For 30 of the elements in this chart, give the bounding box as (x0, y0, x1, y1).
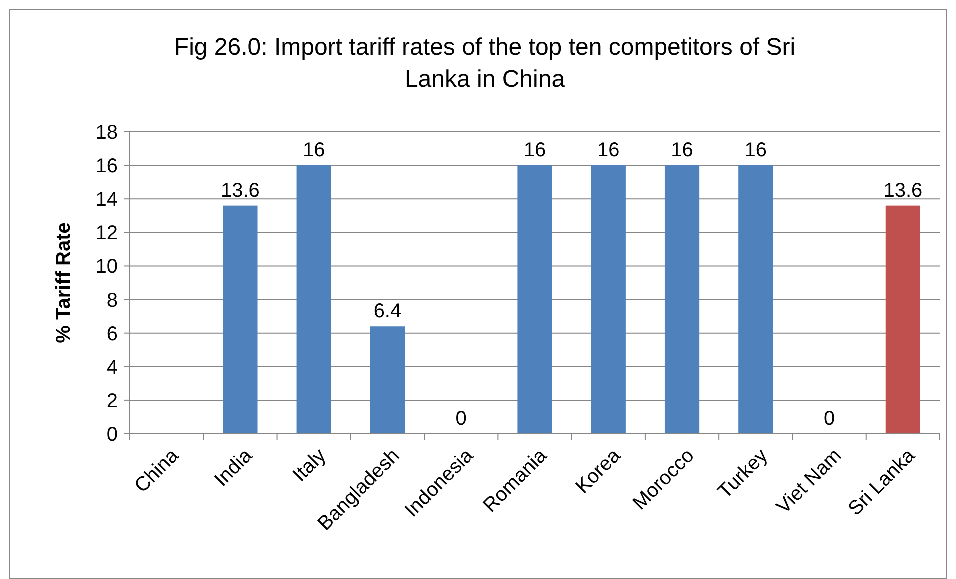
data-label: 16 (302, 140, 326, 162)
data-label: 13.6 (220, 180, 260, 202)
bar (223, 206, 258, 434)
bar (664, 166, 700, 434)
bar (296, 166, 332, 434)
data-label: 13.6 (884, 180, 923, 202)
data-label: 6.4 (374, 300, 402, 323)
y-tick-label: 14 (96, 189, 118, 212)
data-label: 16 (671, 140, 694, 162)
data-label: 16 (598, 140, 620, 162)
y-tick-label: 8 (106, 290, 118, 312)
y-tick-label: 0 (106, 424, 118, 446)
data-label: 16 (744, 140, 768, 162)
y-tick-label: 18 (96, 122, 118, 144)
bar (738, 166, 774, 434)
y-tick-label: 4 (106, 356, 118, 379)
y-axis-title: % Tariff Rate (53, 222, 75, 344)
y-tick-label: 2 (106, 390, 118, 412)
data-label: 0 (456, 408, 467, 430)
bar (370, 326, 406, 434)
chart-title: Fig 26.0: Import tariff rates of the top ten competitors of Sri Lanka in China (174, 34, 796, 93)
y-tick-label: 16 (96, 156, 118, 178)
bar (591, 166, 626, 434)
data-label: 16 (524, 140, 546, 162)
bar (886, 206, 920, 434)
data-label: 0 (824, 408, 836, 430)
y-tick-label: 10 (96, 256, 118, 278)
y-tick-label: 6 (106, 323, 118, 346)
bar (518, 166, 552, 434)
y-tick-label: 12 (96, 222, 118, 245)
